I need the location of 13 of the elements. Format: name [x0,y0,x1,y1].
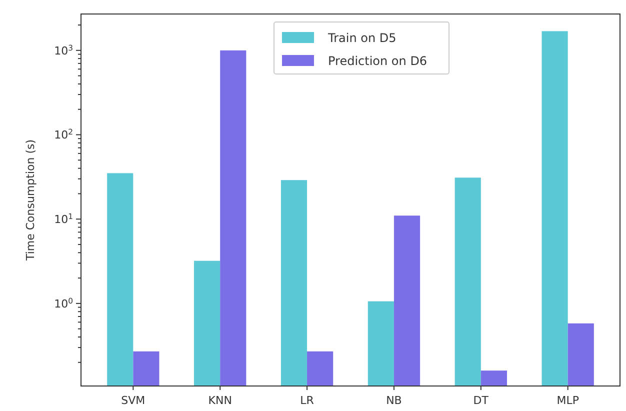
x-tick-label: DT [473,394,489,407]
x-tick-label: NB [386,394,402,407]
y-tick-label: 10$^{1}$ [54,212,74,226]
legend-label: Prediction on D6 [328,54,428,68]
y-tick-label: 10$^{3}$ [54,42,74,58]
x-tick-label: KNN [208,394,232,407]
x-tick-label: MLP [556,394,580,407]
y-axis-title: Time Consumption (s) [24,139,37,262]
x-tick-label: LR [300,394,314,407]
legend-label: Train on D5 [327,31,396,45]
y-tick-label: 10$^{2}$ [54,127,74,142]
x-tick-label: SVM [121,394,146,407]
y-tick-label: 10$^{0}$ [54,296,74,310]
